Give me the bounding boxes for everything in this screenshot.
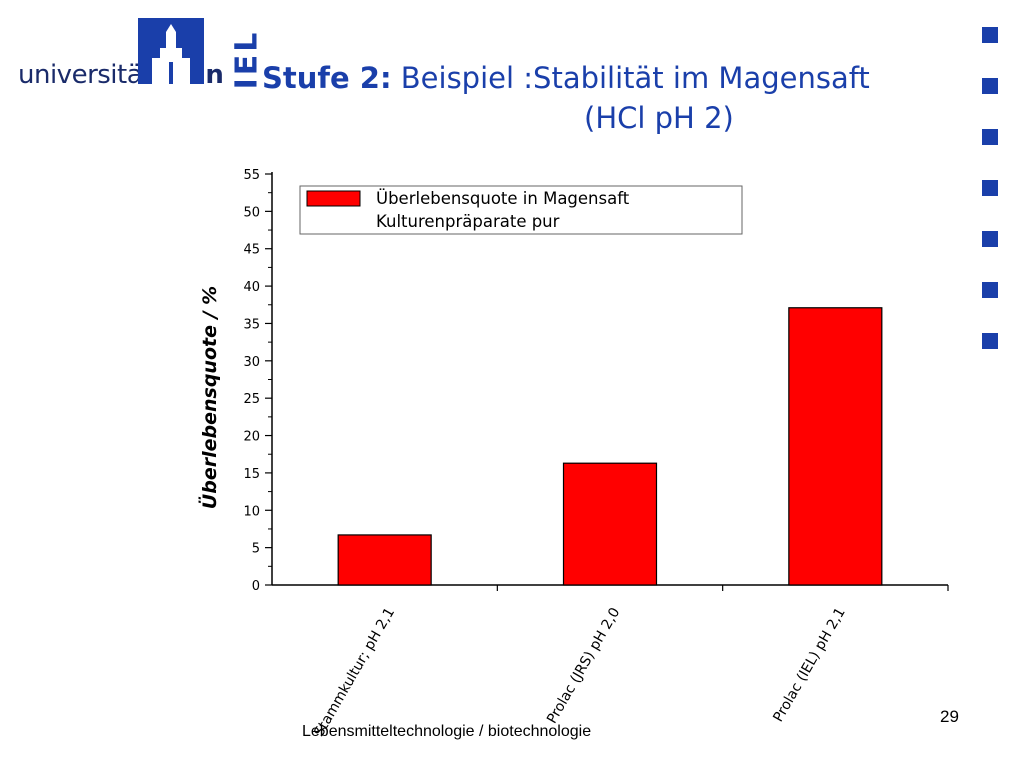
title-bold: Stufe 2:: [262, 61, 392, 95]
y-tick-label: 25: [243, 392, 260, 407]
x-tick-label: Prolac (JRS) pH 2,0: [544, 605, 623, 727]
y-tick-label: 0: [252, 579, 260, 594]
y-tick-label: 40: [243, 280, 260, 295]
legend-swatch: [306, 190, 361, 207]
x-tick-label: Prolac (IEL) pH 2,1: [770, 605, 848, 725]
title-rest: Beispiel :Stabilität im Magensaft: [391, 61, 870, 95]
square-bullet-icon: [982, 180, 998, 196]
square-bullet-icon: [982, 129, 998, 145]
legend-label: Überlebensquote in Magensaft: [376, 189, 630, 208]
y-tick-label: 50: [243, 205, 260, 220]
logo-light-text: universität: [18, 60, 152, 90]
legend-box: [299, 185, 743, 235]
footer-text: Lebensmitteltechnologie / biotechnologie: [302, 723, 592, 740]
y-tick-label: 30: [243, 355, 260, 370]
x-tick-label: Stammkultur; pH 2,1: [311, 605, 398, 740]
y-tick-label: 5: [252, 542, 260, 557]
university-crest-icon: [138, 18, 204, 84]
page-number: 29: [940, 707, 959, 726]
y-tick-label: 15: [243, 467, 260, 482]
bar: [337, 534, 432, 586]
square-bullet-icon: [982, 333, 998, 349]
square-bullet-icon: [982, 231, 998, 247]
y-tick-label: 20: [243, 430, 260, 445]
y-axis-label: Überlebensquote / %: [197, 286, 221, 509]
square-bullet-icon: [982, 282, 998, 298]
square-bullet-icon: [982, 27, 998, 43]
square-bullet-icon: [982, 78, 998, 94]
bar: [562, 462, 658, 586]
y-tick-label: 35: [243, 317, 260, 332]
legend-label: Kulturenpräparate pur: [376, 212, 560, 231]
title-line2: (HCl pH 2): [584, 101, 734, 135]
bar: [788, 307, 883, 586]
y-tick-label: 55: [243, 168, 260, 183]
slide-title: Stufe 2: Beispiel :Stabilität im Magensa…: [262, 58, 982, 138]
y-tick-label: 10: [243, 504, 260, 519]
y-tick-label: 45: [243, 243, 260, 258]
